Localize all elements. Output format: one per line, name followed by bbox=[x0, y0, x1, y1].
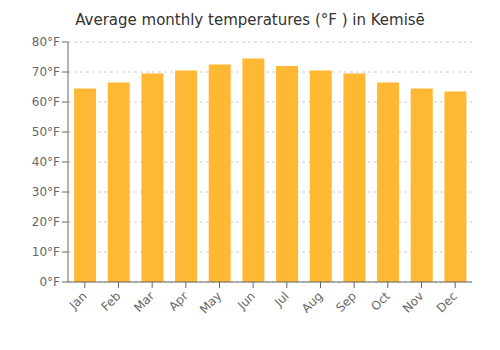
svg-text:20°F: 20°F bbox=[32, 215, 60, 229]
svg-text:70°F: 70°F bbox=[32, 65, 60, 79]
svg-text:60°F: 60°F bbox=[32, 95, 60, 109]
html-text:Average monthly temperatures (: Average monthly temperatures (°F ) in Ke… bbox=[75, 11, 425, 29]
svg-text:Oct: Oct bbox=[368, 289, 393, 314]
svg-text:May: May bbox=[197, 289, 224, 316]
svg-text:10°F: 10°F bbox=[32, 245, 60, 259]
svg-text:Sep: Sep bbox=[333, 289, 359, 315]
svg-text:40°F: 40°F bbox=[32, 155, 60, 169]
svg-text:Dec: Dec bbox=[434, 289, 460, 315]
svg-text:Aug: Aug bbox=[299, 289, 325, 315]
svg-text:Apr: Apr bbox=[166, 289, 191, 314]
svg-text:30°F: 30°F bbox=[32, 185, 60, 199]
svg-text:Jan: Jan bbox=[66, 289, 90, 313]
svg-text:Jul: Jul bbox=[271, 289, 292, 310]
svg-text:Feb: Feb bbox=[99, 289, 124, 314]
svg-text:50°F: 50°F bbox=[32, 125, 60, 139]
svg-text:80°F: 80°F bbox=[32, 35, 60, 49]
svg-text:Jun: Jun bbox=[234, 289, 258, 313]
svg-text:Nov: Nov bbox=[400, 289, 426, 315]
svg-text:0°F: 0°F bbox=[39, 275, 60, 289]
svg-text:Mar: Mar bbox=[131, 289, 157, 315]
